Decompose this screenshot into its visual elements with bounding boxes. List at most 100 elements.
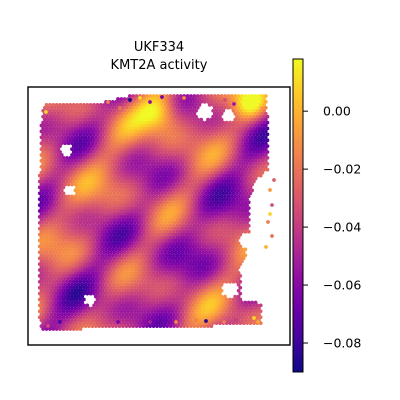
spot [175,259,180,264]
spot [160,226,164,231]
spot [88,185,93,190]
spot [112,191,117,196]
spot [76,229,81,234]
spot [134,188,139,193]
spot [116,244,120,249]
spot [53,277,57,281]
spot [182,164,187,169]
spot [212,164,217,169]
spot [41,262,45,266]
spot [170,262,175,266]
spot [85,274,90,278]
spot [93,218,98,222]
spot [170,150,175,154]
spot [56,241,61,246]
spot [214,238,219,243]
spot [124,271,129,275]
spot [165,200,170,205]
spot [231,203,236,207]
spot [228,274,232,278]
spot [175,105,180,110]
spot [195,147,200,151]
spot [127,141,132,146]
spot [229,318,234,323]
spot [59,312,64,317]
spot [235,321,239,325]
spot [139,209,144,213]
spot [214,203,219,207]
spot [190,126,195,131]
spot [80,194,85,199]
spot [195,241,200,246]
spot [93,182,98,187]
spot [51,238,56,243]
spot [114,265,119,269]
spot [245,156,249,160]
spot [197,291,202,296]
spot [71,173,76,178]
spot [180,120,185,125]
spot [158,111,163,116]
spot [39,188,44,193]
spot [243,182,248,187]
spot [180,297,185,302]
spot [124,206,129,210]
spot [82,291,86,296]
spot [160,156,164,160]
spot [151,153,156,157]
spot [143,244,147,249]
spot [153,173,158,178]
spot [236,282,241,287]
spot [144,247,149,252]
spot [76,194,81,199]
spot [224,132,229,137]
spot [161,288,166,293]
spot [163,138,168,143]
spot [41,114,45,119]
spot [238,262,243,266]
spot [224,244,229,249]
spot [243,135,248,140]
spot [54,126,59,131]
spot [194,250,198,255]
spot [250,100,255,104]
spot [97,312,102,317]
spot [167,114,171,119]
spot [241,303,246,308]
spot [190,220,195,225]
spot [122,173,127,178]
spot [160,132,164,137]
spot [143,144,147,148]
spot [105,108,110,113]
spot [165,153,170,157]
spot [187,321,192,325]
spot [133,120,137,125]
spot [161,294,166,299]
spot [49,247,54,252]
spot [51,167,56,172]
spot [223,312,227,317]
spot [158,300,163,305]
spot [126,173,130,178]
spot [107,176,112,181]
spot [172,159,176,163]
spot [71,321,76,325]
spot [163,315,168,320]
spot [156,114,161,119]
spot [122,114,127,119]
spot [199,200,204,205]
spot [245,309,249,314]
spot [207,185,212,190]
spot [105,150,110,154]
spot [99,232,103,237]
spot [63,271,68,275]
spot [235,97,239,101]
spot [206,271,210,275]
spot [219,312,224,317]
spot [238,114,243,119]
spot [207,197,212,202]
spot [102,303,107,308]
spot [42,170,47,175]
spot [212,300,217,305]
spot [42,135,47,140]
